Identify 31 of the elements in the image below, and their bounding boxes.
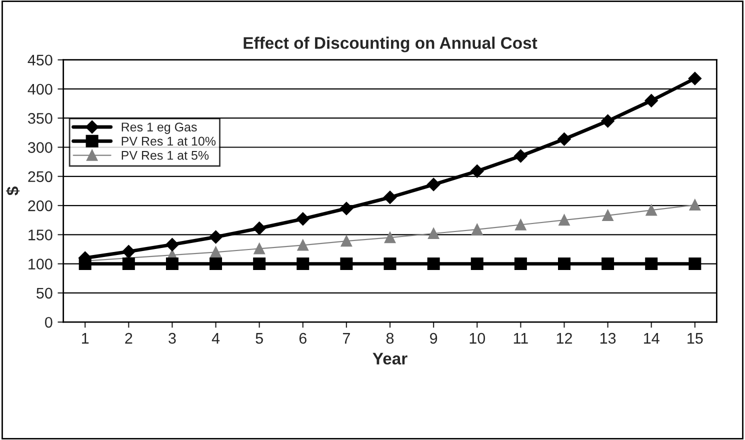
y-tick-label: 300 <box>28 142 52 153</box>
x-tick-label: 8 <box>386 332 394 344</box>
x-tick-label: 11 <box>514 333 528 344</box>
legend-label: PV Res 1 at 10% <box>122 136 216 146</box>
x-tick-label: 3 <box>168 332 176 344</box>
y-tick-label: 400 <box>28 84 52 95</box>
chart-title: Effect of Discounting on Annual Cost <box>244 36 538 52</box>
x-tick-label: 12 <box>556 332 572 344</box>
y-tick-label: 200 <box>28 200 52 212</box>
y-axis-title: $ <box>6 186 20 196</box>
x-tick-label: 10 <box>470 332 486 344</box>
x-tick-label: 9 <box>430 332 438 344</box>
x-tick-label: 13 <box>600 332 616 344</box>
x-tick-label: 4 <box>212 333 220 344</box>
y-tick-label: 350 <box>28 112 52 124</box>
y-tick-label: 0 <box>45 316 52 328</box>
y-tick-label: 250 <box>28 171 52 182</box>
y-tick-label: 100 <box>28 258 52 270</box>
y-tick-label: 150 <box>28 230 52 240</box>
x-tick-label: 14 <box>644 333 660 344</box>
x-tick-label: 5 <box>256 333 263 344</box>
y-tick-label: 50 <box>36 288 52 299</box>
x-tick-label: 6 <box>299 332 306 344</box>
legend-label: Res 1 eg Gas <box>122 122 197 134</box>
y-tick-label: 450 <box>28 54 52 66</box>
legend-label: PV Res 1 at 5% <box>122 150 209 160</box>
x-tick-label: 2 <box>125 332 132 344</box>
x-tick-label: 15 <box>688 333 703 344</box>
x-tick-label: 1 <box>82 333 89 344</box>
x-axis-title: Year <box>372 352 408 365</box>
x-tick-label: 7 <box>342 333 350 344</box>
